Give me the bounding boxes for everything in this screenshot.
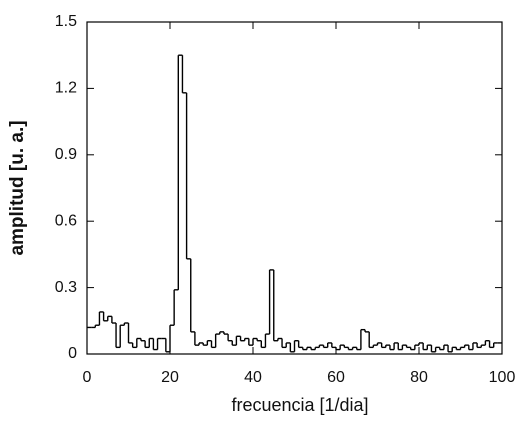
x-axis-label: frecuencia [1/dia]: [231, 395, 368, 415]
x-tick-label: 40: [244, 369, 262, 386]
y-tick-label: 0: [68, 345, 77, 362]
x-tick-label: 60: [327, 369, 345, 386]
y-tick-label: 1.2: [55, 80, 77, 97]
y-tick-label: 0.9: [55, 146, 77, 163]
y-tick-label: 0.3: [55, 279, 77, 296]
y-axis-label: amplitud [u. a.]: [7, 120, 28, 255]
x-tick-label: 80: [410, 369, 428, 386]
y-tick-label: 1.5: [55, 13, 77, 30]
plot-frame: [86, 21, 503, 355]
x-tick-label: 20: [161, 369, 179, 386]
y-tick-label: 0.6: [55, 212, 77, 229]
x-tick-label: 0: [83, 369, 92, 386]
x-tick-label: 100: [489, 369, 516, 386]
